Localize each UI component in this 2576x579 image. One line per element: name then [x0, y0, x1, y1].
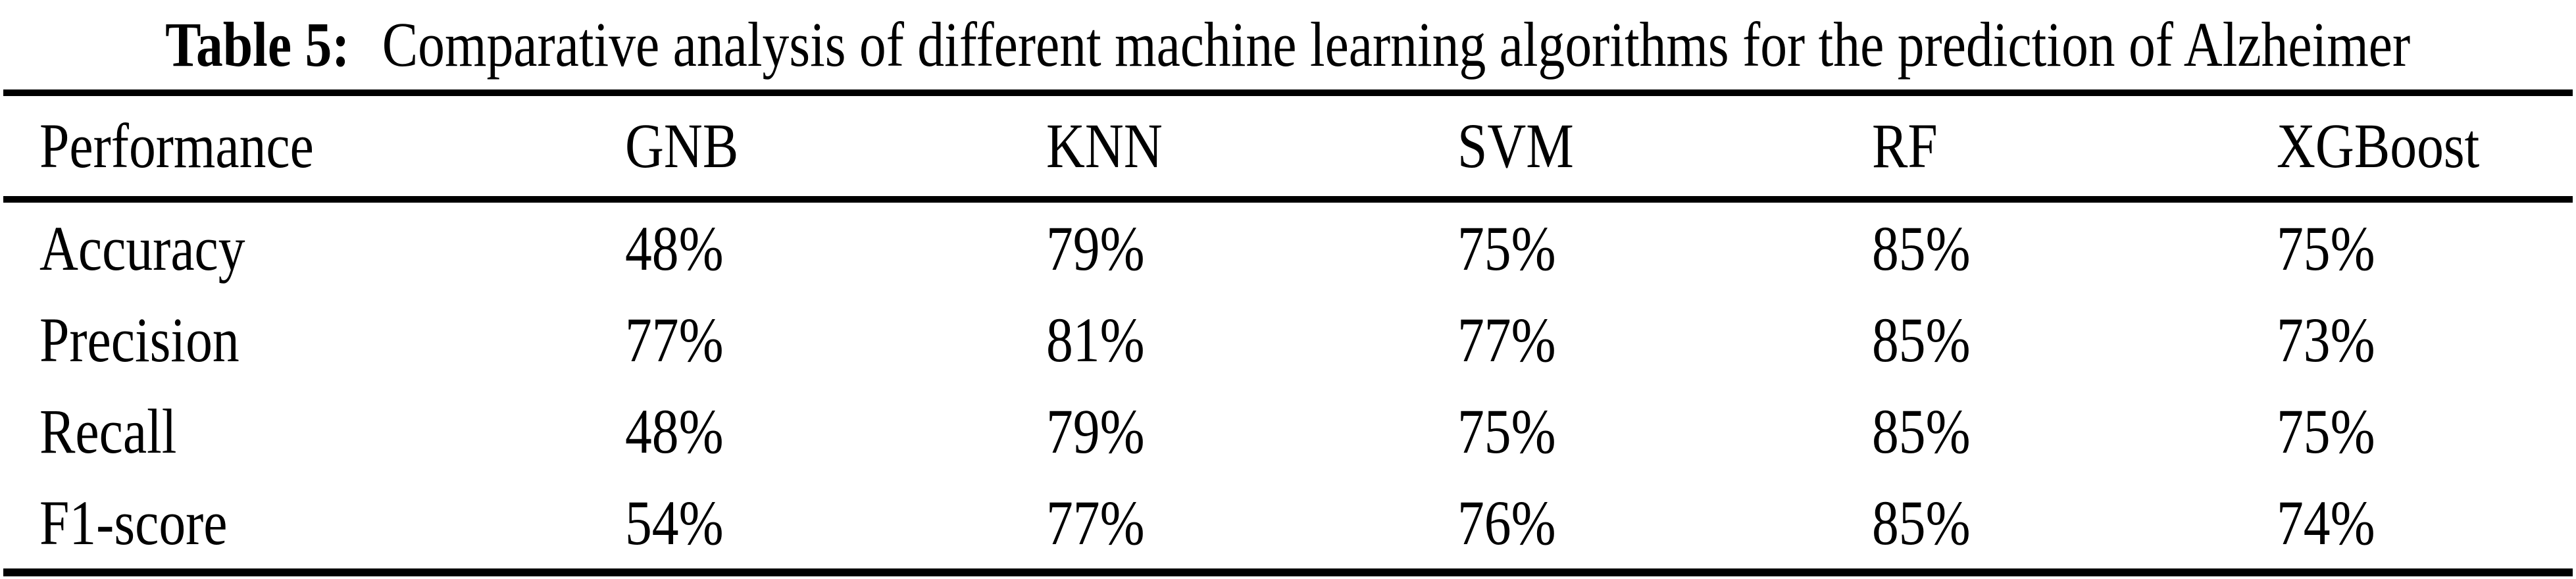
table-row-f1-score: F1-score 54% 77% 76% 85% 74%	[0, 477, 2576, 568]
column-header-knn: KNN	[1046, 111, 1163, 181]
cell-recall-xgboost: 75%	[2277, 395, 2375, 466]
table-row-recall: Recall 48% 79% 75% 85% 75%	[0, 386, 2576, 477]
cell-recall-gnb: 48%	[625, 395, 724, 466]
table-header-row: Performance GNB KNN SVM RF XGBoost	[0, 96, 2576, 196]
cell-precision-rf: 85%	[1872, 304, 1971, 375]
row-label-recall: Recall	[39, 395, 177, 466]
row-label-accuracy: Accuracy	[39, 213, 245, 284]
table-caption-text: Comparative analysis of different machin…	[382, 9, 2411, 80]
cell-accuracy-rf: 85%	[1872, 213, 1971, 284]
cell-accuracy-gnb: 48%	[625, 213, 724, 284]
row-label-precision: Precision	[39, 304, 240, 375]
column-header-svm: SVM	[1457, 111, 1574, 181]
table-row-accuracy: Accuracy 48% 79% 75% 85% 75%	[0, 203, 2576, 294]
cell-accuracy-svm: 75%	[1457, 213, 1556, 284]
table-caption-label: Table 5:	[165, 9, 350, 80]
cell-recall-svm: 75%	[1457, 395, 1556, 466]
cell-accuracy-knn: 79%	[1046, 213, 1145, 284]
cell-recall-knn: 79%	[1046, 395, 1145, 466]
table-caption: Table 5: Comparative analysis of differen…	[0, 0, 2576, 89]
row-label-f1-score: F1-score	[39, 487, 228, 558]
cell-precision-knn: 81%	[1046, 304, 1145, 375]
column-header-performance: Performance	[39, 111, 314, 181]
table-caption-line: Table 5: Comparative analysis of differen…	[165, 13, 2410, 76]
table-rule-header	[3, 196, 2573, 203]
cell-f1-score-gnb: 54%	[625, 487, 724, 558]
table-row-precision: Precision 77% 81% 77% 85% 73%	[0, 294, 2576, 386]
cell-precision-xgboost: 73%	[2277, 304, 2375, 375]
table-rule-top	[3, 89, 2573, 96]
cell-f1-score-xgboost: 74%	[2277, 487, 2375, 558]
column-header-rf: RF	[1872, 111, 1938, 181]
column-header-gnb: GNB	[625, 111, 739, 181]
table-rule-bottom	[3, 568, 2573, 576]
cell-precision-svm: 77%	[1457, 304, 1556, 375]
cell-f1-score-knn: 77%	[1046, 487, 1145, 558]
cell-recall-rf: 85%	[1872, 395, 1971, 466]
column-header-xgboost: XGBoost	[2277, 111, 2480, 181]
cell-f1-score-svm: 76%	[1457, 487, 1556, 558]
cell-f1-score-rf: 85%	[1872, 487, 1971, 558]
cell-accuracy-xgboost: 75%	[2277, 213, 2375, 284]
cell-precision-gnb: 77%	[625, 304, 724, 375]
